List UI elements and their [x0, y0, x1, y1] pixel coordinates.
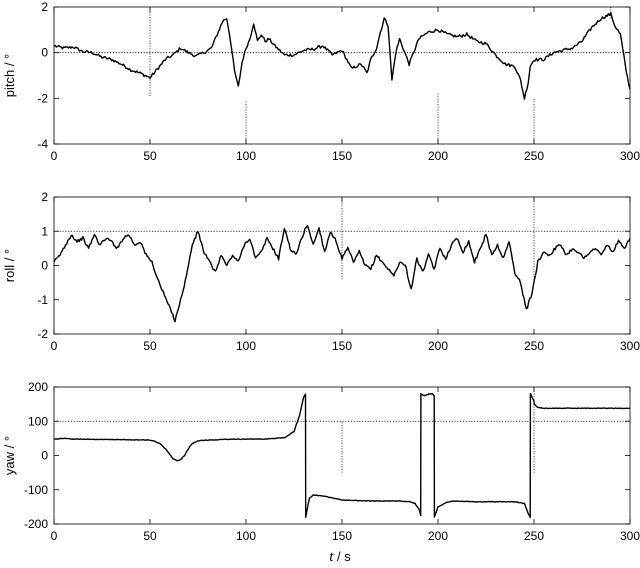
- pitch-x-tick-label: 0: [51, 149, 58, 163]
- pitch-series-line: [53, 11, 631, 100]
- yaw-y-tick-label: 0: [41, 449, 48, 463]
- roll-x-tick-label: 100: [236, 339, 256, 353]
- yaw-x-tick-label: 200: [428, 529, 448, 543]
- x-axis-label: t / s: [329, 549, 351, 565]
- pitch-x-tick-label: 300: [620, 149, 640, 163]
- yaw-y-tick-label: 200: [28, 380, 48, 394]
- yaw-series-line: [54, 392, 631, 519]
- roll-y-axis-label: roll / °: [2, 249, 17, 282]
- yaw-x-tick-label: 0: [51, 529, 58, 543]
- yaw-x-tick-label: 150: [332, 529, 352, 543]
- pitch-x-tick-label: 50: [143, 149, 157, 163]
- x-axis-label-var: t: [329, 549, 334, 565]
- roll-y-tick-label: 2: [41, 190, 48, 204]
- yaw-axes-frame: [53, 386, 631, 525]
- yaw-x-tick-label: 50: [143, 529, 157, 543]
- x-axis-label-unit: s: [344, 549, 351, 564]
- roll-x-tick-label: 50: [143, 339, 157, 353]
- pitch-x-tick-label: 250: [524, 149, 544, 163]
- yaw-x-tick-label: 100: [236, 529, 256, 543]
- yaw-y-tick-label: -200: [24, 517, 48, 531]
- yaw-y-axis-label: yaw / °: [2, 436, 17, 475]
- roll-y-tick-label: -1: [37, 293, 48, 307]
- yaw-x-tick-label: 250: [524, 529, 544, 543]
- roll-x-tick-label: 0: [51, 339, 58, 353]
- roll-x-tick-label: 300: [620, 339, 640, 353]
- pitch-y-tick-label: 0: [41, 46, 48, 60]
- yaw-y-tick-label: 100: [28, 414, 48, 428]
- pitch-y-tick-label: 2: [41, 0, 48, 14]
- yaw-panel: 0 50 100 150 200 250 300 -200 -100 0 100 200 yaw / °: [2, 380, 640, 543]
- pitch-x-tick-label: 200: [428, 149, 448, 163]
- yaw-x-tick-label: 300: [620, 529, 640, 543]
- roll-series-line: [53, 224, 631, 323]
- roll-x-tick-label: 200: [428, 339, 448, 353]
- roll-x-tick-label: 250: [524, 339, 544, 353]
- pitch-panel: 0 50 100 150 200 250 300 -4 -2 0 2 pitch / °: [2, 0, 640, 163]
- x-axis-label-sep: /: [333, 549, 344, 564]
- pitch-y-axis-label: pitch / °: [2, 54, 17, 98]
- pitch-y-tick-label: -4: [37, 137, 48, 151]
- pitch-axes-frame: [53, 6, 631, 145]
- pitch-x-tick-label: 100: [236, 149, 256, 163]
- roll-y-tick-label: 0: [41, 259, 48, 273]
- roll-panel: 0 50 100 150 200 250 300 -2 -1 0 1 2 roll / °: [2, 190, 640, 353]
- pitch-y-tick-label: -2: [37, 91, 48, 105]
- pitch-x-tick-label: 150: [332, 149, 352, 163]
- yaw-y-tick-label: -100: [24, 483, 48, 497]
- roll-y-tick-label: -2: [37, 327, 48, 341]
- roll-y-tick-label: 1: [41, 224, 48, 238]
- roll-x-tick-label: 150: [332, 339, 352, 353]
